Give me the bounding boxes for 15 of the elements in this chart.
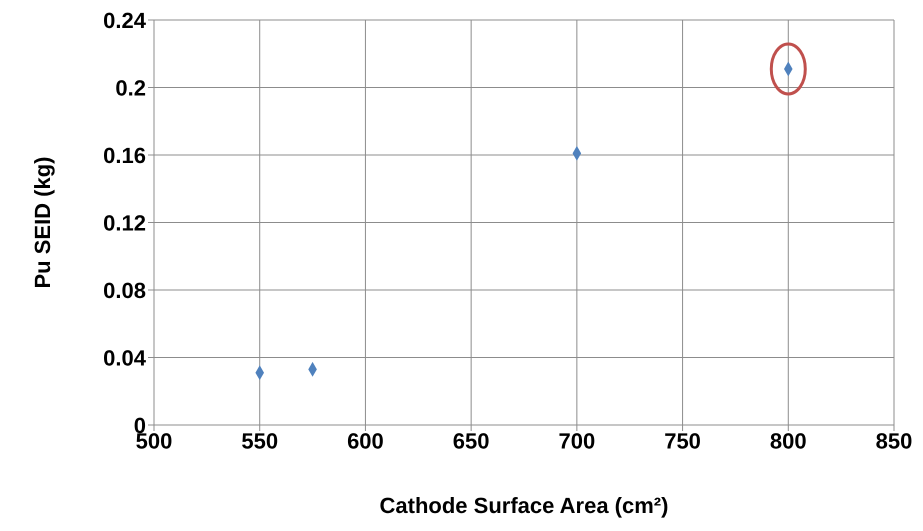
- y-tick-label: 0.24: [103, 8, 147, 33]
- x-tick-label: 700: [558, 428, 596, 454]
- y-tick-label: 0.12: [103, 210, 146, 236]
- x-tick-label: 750: [664, 428, 701, 454]
- x-axis-title: Cathode Surface Area (cm²): [380, 493, 668, 518]
- y-tick-label: 0.2: [115, 75, 146, 100]
- x-tick-label: 850: [876, 428, 912, 454]
- y-axis-title: Pu SEID (kg): [30, 156, 55, 289]
- y-tick-label: 0.04: [103, 345, 147, 370]
- x-tick-label: 550: [241, 428, 278, 454]
- y-tick-label: 0.08: [103, 278, 146, 303]
- x-tick-label: 650: [452, 428, 490, 454]
- x-tick-label: 800: [770, 428, 807, 454]
- y-tick-label: 0.16: [103, 142, 146, 168]
- x-tick-label: 600: [347, 428, 384, 454]
